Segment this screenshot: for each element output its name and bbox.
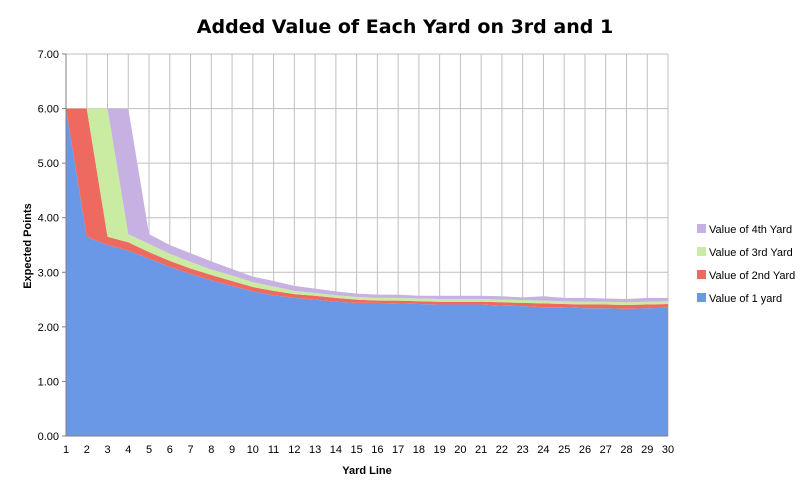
- y-tick-label: 3.00: [38, 267, 59, 279]
- x-axis-title: Yard Line: [342, 465, 392, 477]
- x-tick-label: 28: [620, 444, 632, 456]
- legend-label-value-of-2nd-yard: Value of 2nd Yard: [709, 270, 795, 282]
- x-tick-labels: 1 2 3 4 5 6 7 8 9 10 11 12 13 14 15 16 17 18 19 20 21 22 23 24 2…: [63, 444, 674, 456]
- x-tick-label: 25: [558, 444, 570, 456]
- x-tick-label: 1: [63, 444, 69, 456]
- x-tick-label: 20: [454, 444, 466, 456]
- x-tick-label: 15: [350, 444, 362, 456]
- x-tick-label: 19: [434, 444, 446, 456]
- y-tick-labels: 0.00 1.00 2.00 3.00 4.00 5.00 6.00 7.00: [38, 49, 59, 443]
- x-tick-label: 27: [600, 444, 612, 456]
- area-value-of-4th-yard: [66, 108, 668, 303]
- legend-swatch-value-of-2nd-yard: [697, 270, 706, 279]
- legend-label-value-of-4th-yard: Value of 4th Yard: [709, 224, 792, 236]
- x-tick-label: 6: [167, 444, 173, 456]
- x-tick-label: 3: [104, 444, 110, 456]
- x-tick-label: 24: [537, 444, 549, 456]
- x-tick-label: 14: [330, 444, 342, 456]
- y-tick-label: 5.00: [38, 158, 59, 170]
- legend-label-value-of-3rd-yard: Value of 3rd Yard: [709, 247, 793, 259]
- x-tick-label: 7: [187, 444, 193, 456]
- x-tick-label: 4: [125, 444, 131, 456]
- axes: [62, 53, 668, 437]
- x-tick-label: 21: [475, 444, 487, 456]
- x-tick-label: 30: [662, 444, 674, 456]
- x-tick-label: 16: [371, 444, 383, 456]
- legend: Value of 4th Yard Value of 3rd Yard Value …: [697, 224, 795, 305]
- x-tick-label: 8: [208, 444, 214, 456]
- x-tick-label: 23: [517, 444, 529, 456]
- x-tick-label: 17: [392, 444, 404, 456]
- x-tick-label: 5: [146, 444, 152, 456]
- area-series-group: [66, 108, 668, 436]
- y-tick-label: 4.00: [38, 213, 59, 225]
- x-tick-label: 10: [247, 444, 259, 456]
- y-tick-label: 6.00: [38, 104, 59, 116]
- chart-title: Added Value of Each Yard on 3rd and 1: [197, 16, 613, 38]
- legend-label-value-of-1-yard: Value of 1 yard: [709, 293, 782, 305]
- x-tick-label: 22: [496, 444, 508, 456]
- x-tick-label: 13: [309, 444, 321, 456]
- y-axis-title: Expected Points: [22, 203, 34, 289]
- x-tick-label: 11: [268, 444, 279, 456]
- legend-swatch-value-of-3rd-yard: [697, 247, 706, 256]
- legend-swatch-value-of-1-yard: [697, 293, 706, 302]
- x-tick-label: 2: [84, 444, 90, 456]
- y-tick-label: 7.00: [38, 49, 59, 61]
- area-value-of-1-yard: [66, 108, 668, 436]
- x-tick-label: 26: [579, 444, 591, 456]
- x-tick-label: 29: [641, 444, 653, 456]
- legend-swatch-value-of-4th-yard: [697, 224, 706, 233]
- x-tick-label: 18: [413, 444, 425, 456]
- y-tick-label: 1.00: [38, 376, 59, 388]
- y-tick-label: 0.00: [38, 431, 59, 443]
- y-tick-label: 2.00: [38, 322, 59, 334]
- x-tick-label: 12: [288, 444, 300, 456]
- x-tick-label: 9: [229, 444, 235, 456]
